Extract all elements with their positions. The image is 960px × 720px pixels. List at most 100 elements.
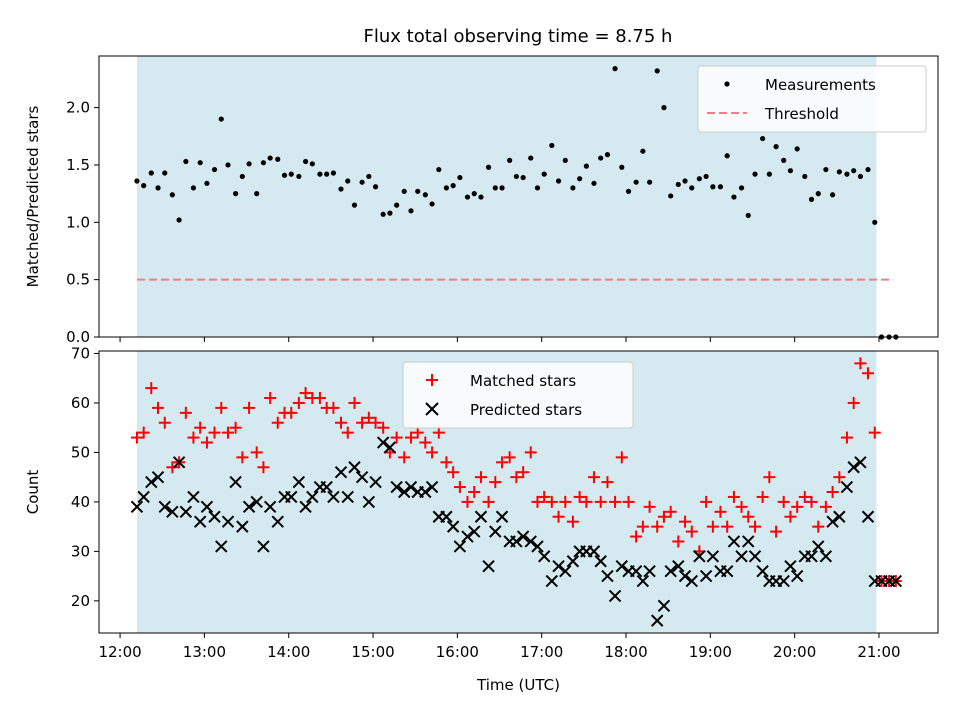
predicted-star-point bbox=[636, 574, 650, 588]
matched-star-point bbox=[721, 520, 734, 533]
predicted-star-point bbox=[200, 500, 214, 514]
x-tick-label: 18:00 bbox=[604, 643, 647, 661]
predicted-star-point bbox=[334, 466, 348, 479]
y-tick-label: 1.5 bbox=[66, 156, 90, 174]
matched-star-point bbox=[763, 471, 776, 484]
measurement-point bbox=[380, 211, 386, 217]
matched-star-point bbox=[432, 426, 445, 439]
predicted-star-point bbox=[425, 480, 439, 494]
matched-star-point bbox=[742, 510, 755, 523]
matched-star-point bbox=[622, 495, 635, 508]
predicted-star-point bbox=[678, 569, 692, 583]
measurement-point bbox=[844, 171, 850, 177]
predicted-star-point bbox=[221, 515, 235, 528]
predicted-star-point bbox=[847, 461, 860, 474]
measurement-point bbox=[162, 170, 168, 176]
predicted-star-point bbox=[672, 560, 685, 573]
x-tick-label: 21:00 bbox=[857, 643, 900, 661]
measurement-point bbox=[148, 170, 154, 176]
measurement-point bbox=[176, 217, 182, 223]
predicted-star-point bbox=[193, 515, 207, 528]
measurement-point bbox=[787, 168, 794, 174]
measurement-point bbox=[829, 192, 836, 198]
predicted-star-point bbox=[250, 495, 263, 509]
measurement-point bbox=[766, 171, 772, 177]
measurement-point bbox=[583, 163, 589, 169]
predicted-star-point bbox=[468, 525, 481, 538]
measurement-point bbox=[633, 179, 639, 185]
legend-predicted-label: Predicted stars bbox=[470, 401, 582, 419]
measurement-point bbox=[366, 173, 372, 180]
matched-star-point bbox=[369, 416, 382, 429]
measurement-point bbox=[520, 174, 526, 181]
matched-star-point bbox=[700, 495, 713, 508]
predicted-star-point bbox=[735, 550, 748, 563]
matched-star-point bbox=[292, 396, 305, 409]
matched-star-point bbox=[524, 446, 537, 459]
predicted-star-point bbox=[861, 510, 875, 523]
predicted-star-point bbox=[615, 560, 629, 573]
measurement-point bbox=[394, 202, 400, 208]
predicted-star-point bbox=[790, 569, 804, 583]
predicted-star-point bbox=[784, 560, 797, 573]
predicted-star-point bbox=[566, 555, 580, 568]
x-tick-label: 14:00 bbox=[267, 643, 310, 661]
predicted-star-point bbox=[236, 520, 249, 533]
predicted-star-point bbox=[383, 441, 397, 454]
measurement-point bbox=[836, 169, 842, 175]
matched-star-point bbox=[657, 510, 670, 523]
matched-star-point bbox=[166, 461, 179, 474]
predicted-star-point bbox=[756, 564, 769, 578]
matched-star-point bbox=[559, 495, 572, 508]
y-tick-label: 0.0 bbox=[66, 328, 90, 346]
matched-star-point bbox=[538, 490, 551, 503]
matched-star-point bbox=[826, 486, 839, 498]
matched-star-point bbox=[615, 451, 628, 464]
predicted-star-point bbox=[390, 480, 403, 494]
measurement-point bbox=[155, 185, 161, 191]
matched-star-point bbox=[854, 357, 867, 370]
matched-star-point bbox=[685, 525, 698, 538]
predicted-star-point bbox=[651, 614, 664, 627]
predicted-star-point bbox=[362, 495, 376, 509]
matched-star-point bbox=[643, 500, 656, 513]
matched-star-point bbox=[735, 500, 748, 513]
matched-star-point bbox=[179, 406, 192, 419]
matched-star-point bbox=[819, 500, 832, 513]
matched-star-point bbox=[784, 510, 797, 523]
matched-star-point bbox=[587, 471, 600, 484]
matched-star-point bbox=[756, 490, 769, 503]
matched-star-point bbox=[299, 387, 312, 400]
matched-star-point bbox=[341, 426, 354, 439]
measurement-point bbox=[324, 171, 330, 177]
measurement-point bbox=[267, 155, 273, 161]
legend-predicted-marker bbox=[425, 402, 439, 416]
predicted-star-point bbox=[137, 490, 150, 504]
predicted-star-point bbox=[495, 510, 509, 523]
matched-star-point bbox=[777, 495, 790, 508]
predicted-star-point bbox=[453, 540, 467, 553]
predicted-star-point bbox=[348, 461, 361, 474]
bottom-axes: 20 30 40 50 60 70 12:00 13:00 14:00 15:00 16:00 17… bbox=[24, 344, 939, 694]
predicted-star-point bbox=[706, 550, 720, 563]
matched-star-point bbox=[636, 520, 649, 533]
y-tick-label: 0.5 bbox=[66, 271, 90, 289]
predicted-star-point bbox=[524, 535, 537, 548]
matched-star-point bbox=[601, 476, 614, 489]
matched-star-point bbox=[503, 451, 516, 464]
predicted-star-point bbox=[657, 599, 671, 612]
predicted-star-point bbox=[369, 475, 382, 489]
predicted-star-point bbox=[545, 574, 559, 588]
measurement-point bbox=[197, 160, 203, 166]
predicted-star-point bbox=[341, 490, 354, 504]
matched-star-point bbox=[194, 421, 207, 434]
measurement-point bbox=[604, 152, 611, 158]
predicted-star-point bbox=[805, 550, 818, 563]
matched-star-point bbox=[257, 461, 270, 474]
matched-star-point bbox=[152, 401, 165, 414]
bottom-y-axis-label: Count bbox=[24, 470, 42, 515]
bottom-legend: Matched stars Predicted stars bbox=[402, 361, 634, 429]
matched-star-point bbox=[356, 416, 369, 429]
predicted-star-point bbox=[242, 500, 256, 514]
predicted-star-point bbox=[158, 500, 171, 514]
